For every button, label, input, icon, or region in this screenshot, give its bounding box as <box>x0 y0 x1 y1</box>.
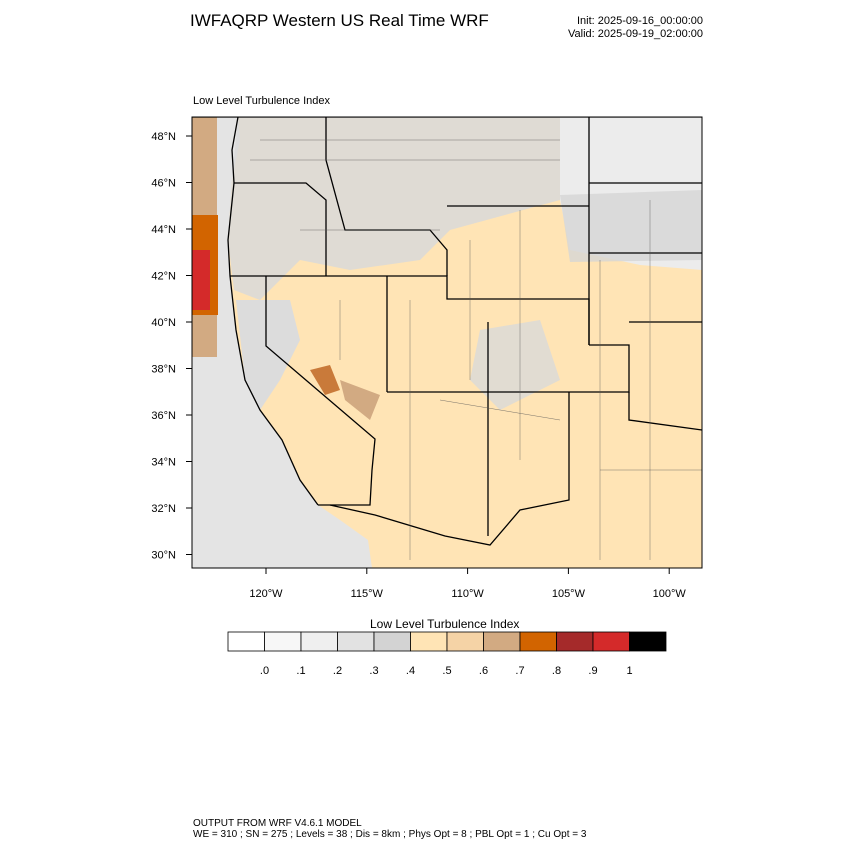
footer-line: OUTPUT FROM WRF V4.6.1 MODEL <box>193 818 362 829</box>
colorbar-box <box>556 631 594 652</box>
lon-label: 105°W <box>552 588 586 600</box>
axes: 48°N 46°N 44°N 42°N 40°N 38°N 36°N 34°N 32°N 30°N… <box>151 131 686 600</box>
lat-label: 34°N <box>151 457 176 469</box>
colorbar-label: .5 <box>442 665 451 677</box>
map-title: Low Level Turbulence Index <box>193 95 330 107</box>
colorbar-box <box>337 631 375 652</box>
lat-label: 38°N <box>151 364 176 376</box>
footer-line: WE = 310 ; SN = 275 ; Levels = 38 ; Dis … <box>193 829 587 840</box>
lon-label: 115°W <box>351 588 384 600</box>
init-time: Init: 2025-09-16_00:00:00 <box>577 15 703 27</box>
lat-label: 36°N <box>151 410 176 422</box>
colorbar-label: .1 <box>296 665 305 677</box>
lat-label: 46°N <box>151 178 176 190</box>
lon-label: 120°W <box>249 588 283 600</box>
colorbar-box <box>483 631 521 652</box>
map <box>192 117 702 568</box>
lat-label: 44°N <box>151 224 176 236</box>
lat-label: 48°N <box>151 131 176 143</box>
lat-label: 42°N <box>151 271 176 283</box>
colorbar-box <box>264 631 302 652</box>
colorbar-box <box>519 631 557 652</box>
colorbar-label: .8 <box>552 665 561 677</box>
colorbar-box <box>300 631 338 652</box>
lat-label: 40°N <box>151 317 176 329</box>
colorbar-label: .0 <box>260 665 269 677</box>
colorbar-label: .6 <box>479 665 488 677</box>
colorbar: .0 .1 .2 .3 .4 .5 .6 .7 .8 .9 1 <box>227 631 667 677</box>
lat-label: 30°N <box>151 550 176 562</box>
colorbar-title: Low Level Turbulence Index <box>370 617 519 631</box>
colorbar-label: .7 <box>515 665 524 677</box>
colorbar-label: .3 <box>369 665 378 677</box>
colorbar-box <box>410 631 448 652</box>
colorbar-box <box>227 631 265 652</box>
colorbar-box <box>592 631 630 652</box>
colorbar-label: .9 <box>588 665 597 677</box>
colorbar-label: .4 <box>406 665 415 677</box>
colorbar-box <box>373 631 411 652</box>
colorbar-label: 1 <box>626 665 632 677</box>
colorbar-box <box>629 631 667 652</box>
title: IWFAQRP Western US Real Time WRF <box>190 11 489 30</box>
valid-time: Valid: 2025-09-19_02:00:00 <box>568 28 703 40</box>
lon-label: 100°W <box>653 588 687 600</box>
lon-label: 110°W <box>451 588 484 600</box>
colorbar-label: .2 <box>333 665 342 677</box>
colorbar-box <box>446 631 484 652</box>
lat-label: 32°N <box>151 503 176 515</box>
map-frame <box>191 116 703 569</box>
